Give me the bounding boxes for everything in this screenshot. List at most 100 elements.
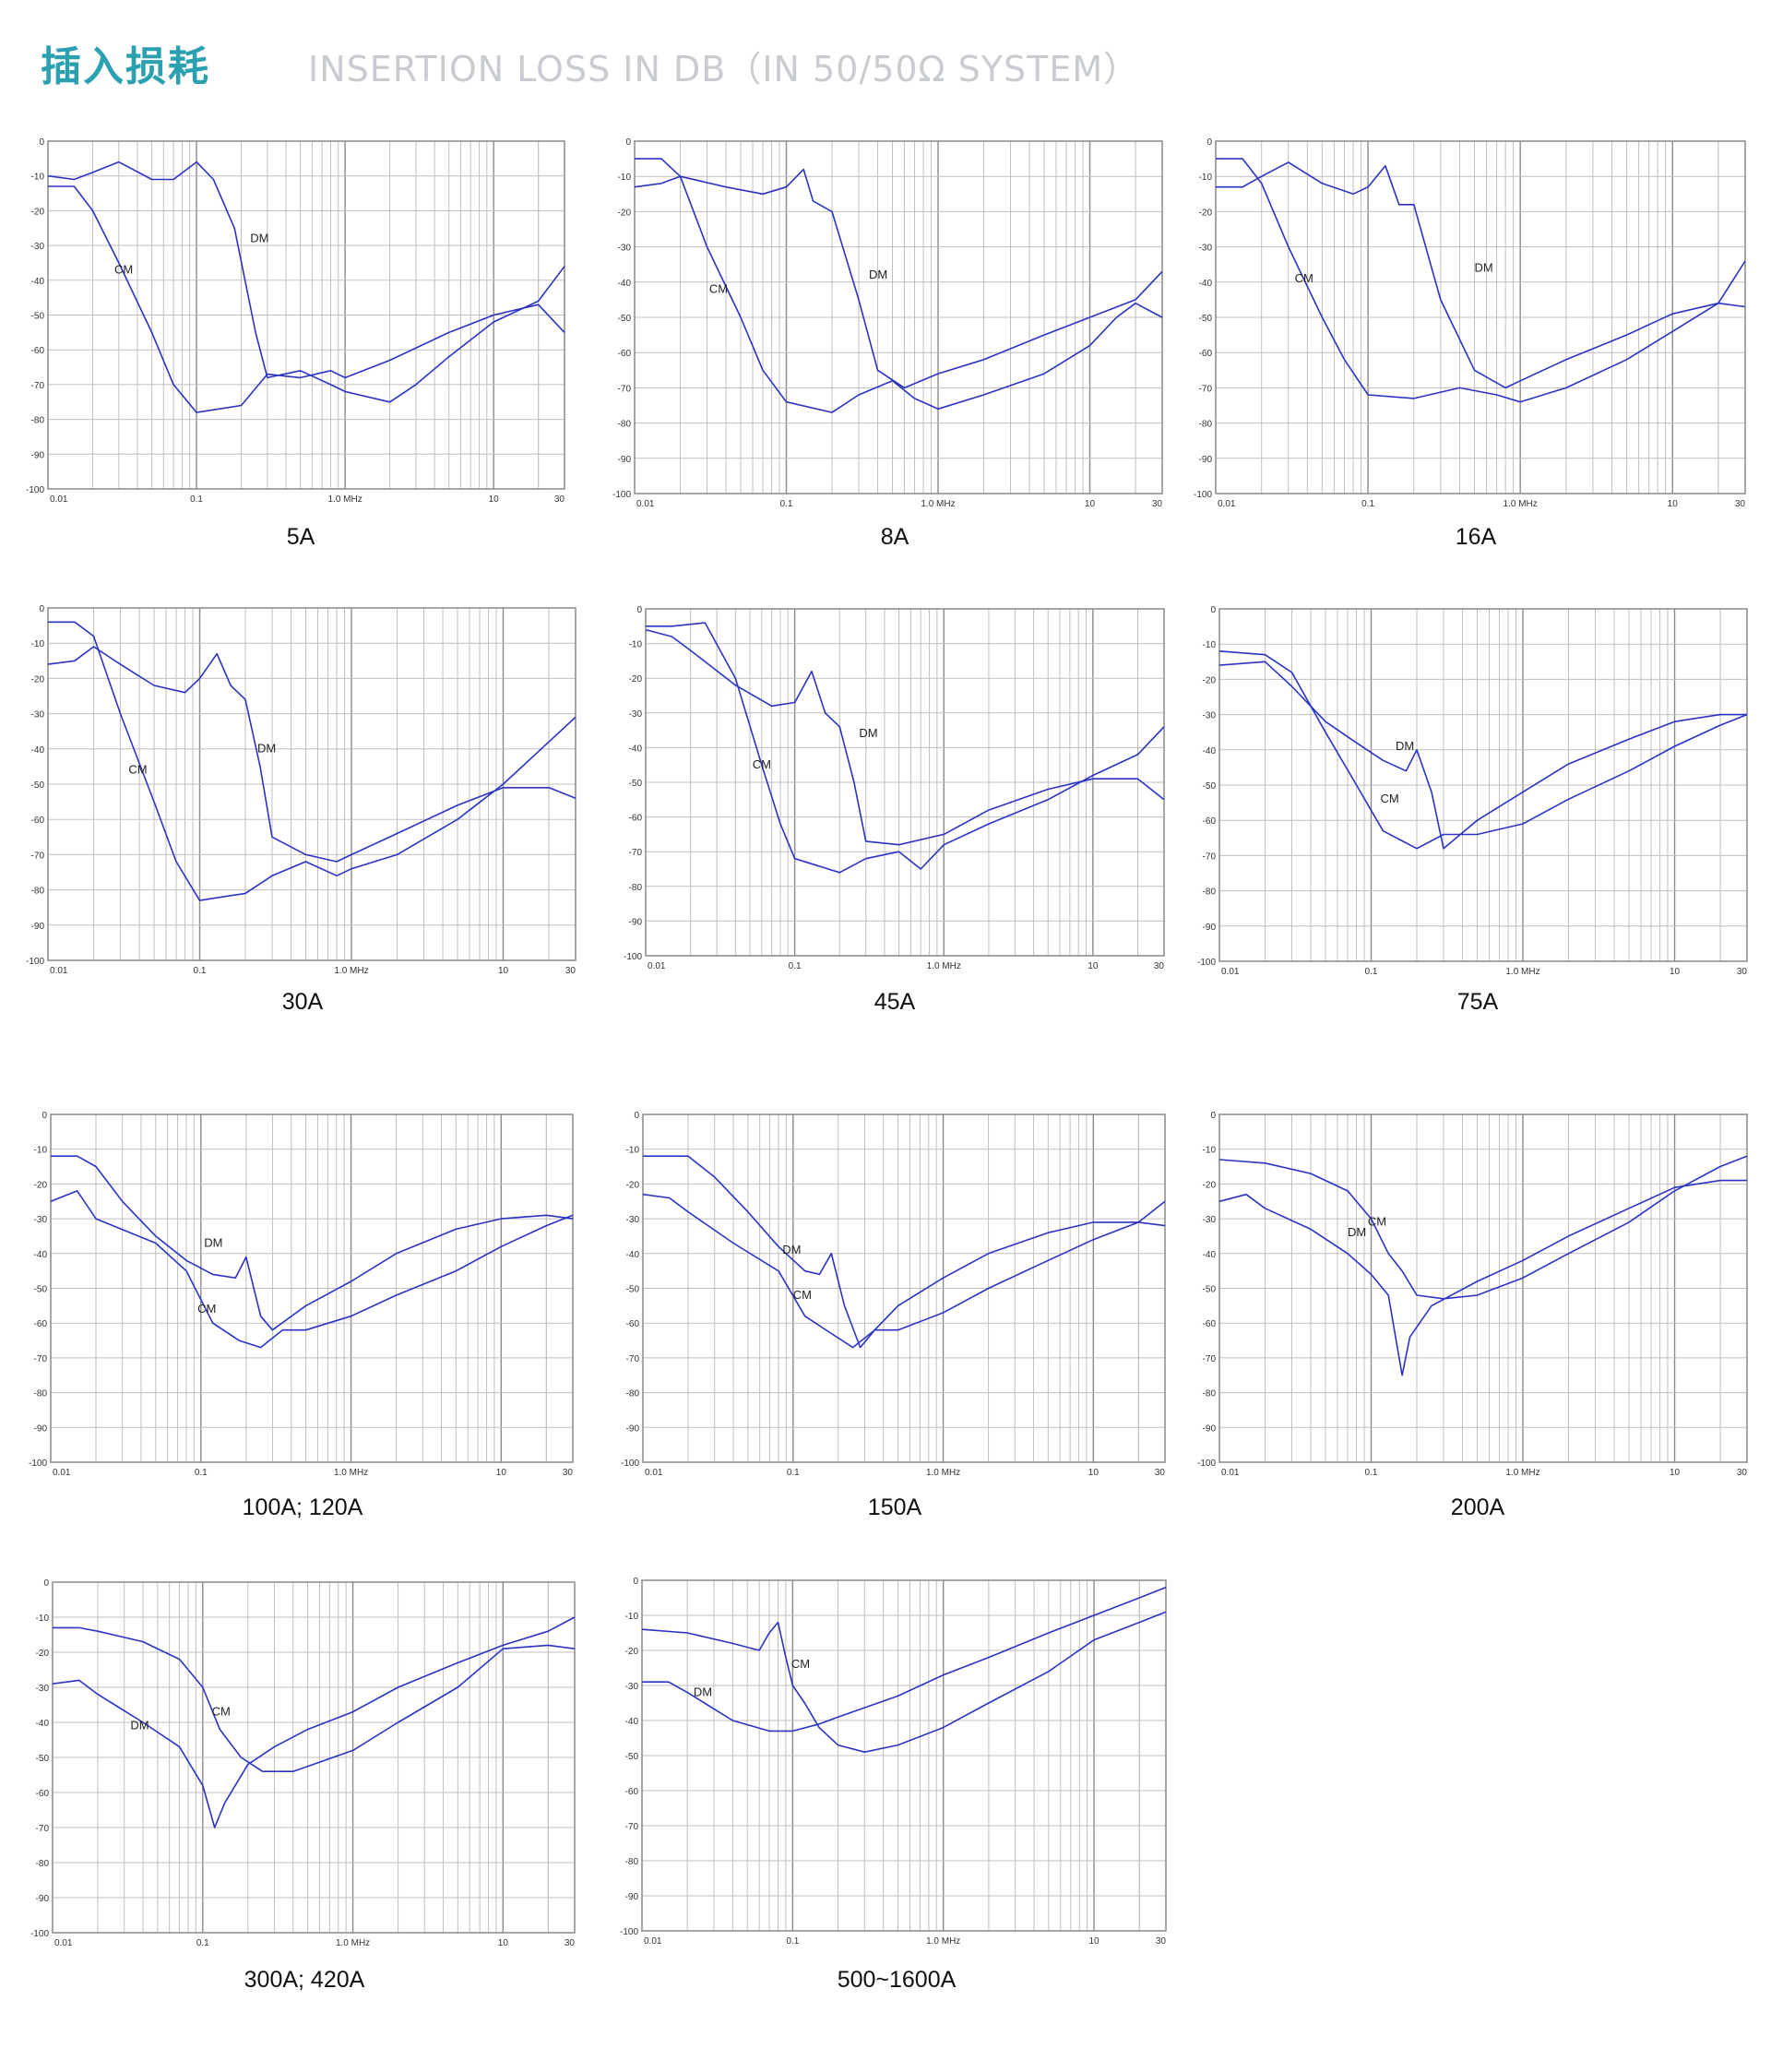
y-tick-label: -40 bbox=[626, 1250, 640, 1260]
x-tick-label: 0.01 bbox=[50, 494, 68, 505]
y-tick-label: -20 bbox=[1203, 1180, 1217, 1190]
y-tick-label: -20 bbox=[34, 1180, 48, 1190]
insertion-loss-chart: 0 -10 -20 -30 -40 -50 -60 -70 -80 -90 -100 0.01 0.1 1… bbox=[1197, 605, 1748, 977]
x-tick-label: 0.01 bbox=[644, 1936, 662, 1947]
x-tick-label: 0.1 bbox=[196, 1938, 209, 1948]
y-tick-label: -90 bbox=[1199, 455, 1213, 465]
x-tick-label: 1.0 MHz bbox=[926, 1936, 960, 1947]
y-tick-label: -50 bbox=[618, 314, 632, 324]
series-label-cm: CM bbox=[793, 1288, 812, 1302]
y-tick-label: 0 bbox=[1210, 605, 1216, 615]
x-tick-label: 1.0 MHz bbox=[327, 494, 362, 505]
chart-caption: 30A bbox=[281, 989, 324, 1015]
x-tick-label: 30 bbox=[563, 1468, 574, 1478]
x-tick-label: 10 bbox=[498, 1938, 509, 1948]
y-tick-label: -60 bbox=[31, 816, 45, 826]
y-tick-label: -70 bbox=[625, 1822, 639, 1832]
y-tick-label: -100 bbox=[1194, 490, 1212, 500]
y-tick-label: -100 bbox=[620, 1927, 638, 1937]
y-tick-label: -80 bbox=[1203, 1389, 1217, 1399]
y-tick-label: -40 bbox=[625, 1717, 639, 1727]
y-tick-label: -20 bbox=[31, 207, 45, 217]
y-tick-label: -100 bbox=[621, 1459, 639, 1469]
insertion-loss-chart: 0 -10 -20 -30 -40 -50 -60 -70 -80 -90 -100 0.01 0.1 1… bbox=[30, 1578, 576, 1948]
x-tick-label: 0.01 bbox=[53, 1468, 71, 1478]
y-tick-label: -30 bbox=[1203, 1215, 1217, 1225]
y-tick-label: -60 bbox=[629, 814, 643, 824]
y-tick-label: -70 bbox=[34, 1354, 48, 1364]
y-tick-label: -80 bbox=[626, 1389, 640, 1399]
series-label-cm: CM bbox=[212, 1704, 231, 1718]
y-tick-label: -100 bbox=[26, 485, 44, 495]
series-line-dm bbox=[47, 646, 576, 863]
y-tick-label: -90 bbox=[626, 1423, 640, 1434]
series-label-cm: CM bbox=[1380, 792, 1398, 805]
series-line-cm bbox=[1218, 1155, 1748, 1300]
series-label-dm: DM bbox=[250, 231, 268, 244]
x-tick-label: 1.0 MHz bbox=[1504, 499, 1538, 509]
x-tick-label: 0.01 bbox=[1221, 967, 1240, 977]
x-tick-label: 0.1 bbox=[1365, 1468, 1378, 1478]
y-tick-label: -10 bbox=[618, 173, 632, 183]
y-tick-label: -90 bbox=[625, 1892, 639, 1902]
chart-panel: 0 -10 -20 -30 -40 -50 -60 -70 -80 -90 -100 0.01 0.1 1… bbox=[1197, 605, 1748, 977]
y-tick-label: -80 bbox=[1199, 420, 1213, 430]
y-tick-label: -90 bbox=[31, 922, 45, 932]
y-tick-label: -40 bbox=[34, 1250, 48, 1260]
x-tick-label: 30 bbox=[1737, 967, 1748, 977]
x-tick-label: 30 bbox=[1156, 1936, 1167, 1947]
y-tick-label: -70 bbox=[31, 851, 45, 861]
plot-frame bbox=[47, 607, 576, 961]
chart-caption: 100A; 120A bbox=[242, 1494, 363, 1520]
chart-caption: 75A bbox=[1456, 989, 1499, 1015]
series-label-dm: DM bbox=[782, 1243, 801, 1256]
y-tick-label: -80 bbox=[34, 1389, 48, 1399]
y-tick-label: -60 bbox=[618, 349, 632, 359]
chart-panel: 0 -10 -20 -30 -40 -50 -60 -70 -80 -90 -100 0.01 0.1 1… bbox=[1197, 1111, 1748, 1478]
y-tick-label: -100 bbox=[624, 952, 642, 962]
x-tick-label: 0.01 bbox=[1221, 1468, 1240, 1478]
x-tick-label: 1.0 MHz bbox=[927, 961, 961, 971]
y-tick-label: -100 bbox=[1197, 1459, 1216, 1469]
y-tick-label: -50 bbox=[36, 1754, 50, 1764]
y-tick-label: -70 bbox=[626, 1354, 640, 1364]
y-tick-label: -20 bbox=[31, 674, 45, 685]
series-label-dm: DM bbox=[1396, 739, 1414, 753]
y-tick-label: -50 bbox=[1199, 314, 1213, 324]
series-line-cm bbox=[635, 158, 1163, 413]
y-tick-label: -10 bbox=[31, 639, 45, 649]
x-tick-label: 10 bbox=[1088, 1936, 1099, 1947]
series-line-cm bbox=[641, 1611, 1167, 1753]
y-tick-label: -40 bbox=[1203, 1250, 1217, 1260]
x-tick-label: 10 bbox=[1668, 499, 1679, 509]
x-tick-label: 0.01 bbox=[645, 1468, 663, 1478]
y-tick-label: 0 bbox=[1206, 137, 1212, 148]
y-tick-label: -90 bbox=[1203, 1423, 1217, 1434]
y-tick-label: -80 bbox=[31, 887, 45, 897]
x-tick-label: 30 bbox=[1154, 961, 1165, 971]
y-tick-label: -10 bbox=[626, 1146, 640, 1156]
y-tick-label: 0 bbox=[636, 605, 642, 615]
y-tick-label: -70 bbox=[618, 384, 632, 394]
insertion-loss-chart: 0 -10 -20 -30 -40 -50 -60 -70 -80 -90 -100 0.01 0.1 1… bbox=[1197, 1111, 1748, 1478]
y-tick-label: -10 bbox=[625, 1612, 639, 1622]
series-label-cm: CM bbox=[753, 757, 771, 771]
y-tick-label: 0 bbox=[42, 1111, 47, 1121]
series-line-dm bbox=[47, 161, 565, 403]
series-line-cm bbox=[1218, 650, 1748, 850]
y-tick-label: -10 bbox=[31, 173, 45, 183]
y-tick-label: -10 bbox=[629, 640, 643, 650]
chart-caption: 8A bbox=[880, 524, 909, 550]
x-tick-label: 10 bbox=[489, 494, 500, 505]
series-line-cm bbox=[646, 622, 1165, 874]
y-tick-label: -30 bbox=[626, 1215, 640, 1225]
series-line-dm bbox=[643, 1155, 1166, 1349]
y-tick-label: -20 bbox=[618, 208, 632, 218]
insertion-loss-chart: 0 -10 -20 -30 -40 -50 -60 -70 -80 -90 -100 0.01 0.1 1… bbox=[26, 604, 576, 976]
x-tick-label: 0.01 bbox=[636, 499, 655, 509]
plot-frame bbox=[641, 1579, 1167, 1932]
x-tick-label: 30 bbox=[565, 966, 576, 976]
chart-panel: 0 -10 -20 -30 -40 -50 -60 -70 -80 -90 -100 0.01 0.1 1… bbox=[29, 1111, 574, 1478]
insertion-loss-chart: 0 -10 -20 -30 -40 -50 -60 -70 -80 -90 -100 0.01 0.1 1… bbox=[624, 605, 1165, 971]
y-tick-label: -20 bbox=[625, 1647, 639, 1657]
